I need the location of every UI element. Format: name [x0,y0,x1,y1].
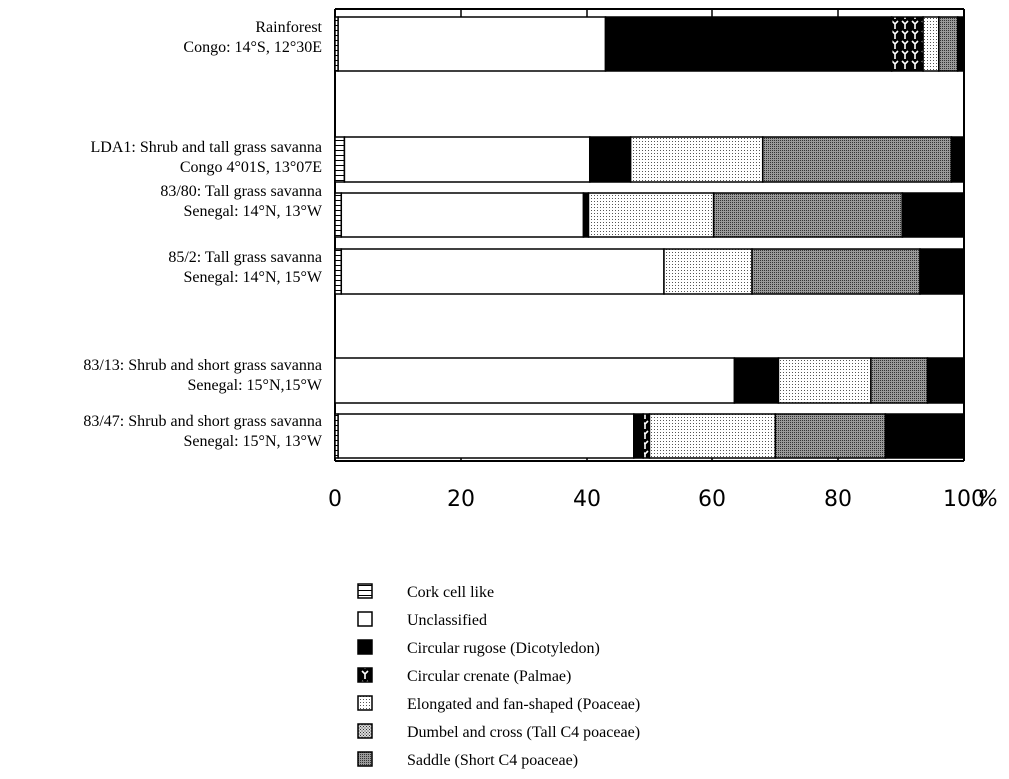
legend-entry: Unclassified [357,611,487,629]
bar-segment-dark-end [901,192,965,238]
legend-swatch-dumbel [357,723,373,739]
bar-segment-palmae [890,16,924,72]
bar-segment-cork [334,248,343,295]
legend-entry: Dumbel and cross (Tall C4 poaceae) [357,723,640,741]
bar-segment-elongated [663,248,753,295]
category-label-line1: 85/2: Tall grass savanna [168,249,322,266]
legend-swatch-palmae [357,667,373,683]
bar-segment-saddle [751,248,921,295]
category-label-line2: Congo 4°01S, 13°07E [180,159,322,176]
bar-segment-dark-end [950,136,965,183]
bar-segment-rugose [633,413,644,459]
category-label-line2: Congo: 14°S, 12°30E [183,39,322,56]
x-tick-labels: 0 20 40 60 80 100 % [328,487,998,512]
legend-entry: Cork cell like [357,583,494,601]
category-label-line1: 83/13: Shrub and short grass savanna [83,357,322,374]
bar-segment-saddle [761,136,953,183]
legend-label: Circular rugose (Dicotyledon) [407,640,600,657]
bar-segment-rugose [582,192,590,238]
bar-segment-elongated [648,413,777,459]
category-label-line2: Senegal: 15°N,15°W [187,377,322,394]
bar-segment-elongated [629,136,764,183]
category-label-line2: Senegal: 14°N, 15°W [183,269,322,286]
bar-segment-unclassified [337,16,607,72]
x-tick-label: 60 [698,487,726,512]
x-tick-label: 40 [573,487,601,512]
x-axis-unit: % [978,487,999,512]
bar-segment-unclassified [334,357,736,404]
legend-label: Dumbel and cross (Tall C4 poaceae) [407,724,640,741]
legend-entry: Saddle (Short C4 poaceae) [357,751,578,769]
bar-segment-dark-end [926,357,965,404]
legend-swatch-rugose [357,639,373,655]
bar-segment-unclassified [340,248,665,295]
legend-swatch-unclassified [357,611,373,627]
legend-label: Circular crenate (Palmae) [407,668,571,685]
bar-segment-saddle [938,16,959,72]
category-labels: Rainforest Congo: 14°S, 12°30E LDA1: Shr… [83,19,323,450]
legend-label: Cork cell like [407,584,494,601]
bar-segment-unclassified [337,413,635,459]
bar-segment-elongated [922,16,940,72]
bar-segment-saddle [712,192,904,238]
category-label-line2: Senegal: 15°N, 13°W [183,433,322,450]
bar-segment-rugose [604,16,893,72]
bars-group [334,16,965,459]
bar-segment-rugose [588,136,632,183]
category-label-line2: Senegal: 14°N, 13°W [183,203,322,220]
x-tick-label: 100 [943,487,985,512]
legend-label: Saddle (Short C4 poaceae) [407,752,578,769]
x-tick-label: 20 [447,487,475,512]
bar-segment-palmae [642,413,651,459]
bar-segment-saddle [774,413,887,459]
x-tick-label: 80 [824,487,852,512]
x-tick-label: 0 [328,487,342,512]
legend-swatch-cork [357,583,373,599]
legend-swatch-elongated [357,695,373,711]
bar-segment-saddle [870,357,929,404]
bar-segment-elongated [587,192,715,238]
category-label-line1: Rainforest [255,19,322,36]
bar-segment-dark-end [919,248,965,295]
bar-segment-unclassified [340,192,585,238]
legend-entry: Circular crenate (Palmae) [357,667,571,685]
bar-segment-rugose [733,357,780,404]
bar-segment-cork [334,192,343,238]
category-label-line1: LDA1: Shrub and tall grass savanna [90,139,322,156]
category-label-line1: 83/80: Tall grass savanna [160,183,322,200]
bar-segment-cork [334,136,346,183]
legend-label: Elongated and fan-shaped (Poaceae) [407,696,640,713]
bar-segment-dark-end [884,413,965,459]
category-label-line1: 83/47: Shrub and short grass savanna [83,413,322,430]
legend-label: Unclassified [407,612,487,629]
bar-segment-dark-end [956,16,965,72]
legend: Cork cell like Unclassified Circular rug… [357,583,640,769]
top-ticks [460,9,839,17]
legend-swatch-saddle [357,751,373,767]
bar-segment-elongated [777,357,872,404]
legend-entry: Elongated and fan-shaped (Poaceae) [357,695,640,713]
legend-entry: Circular rugose (Dicotyledon) [357,639,600,657]
bar-segment-unclassified [343,136,591,183]
